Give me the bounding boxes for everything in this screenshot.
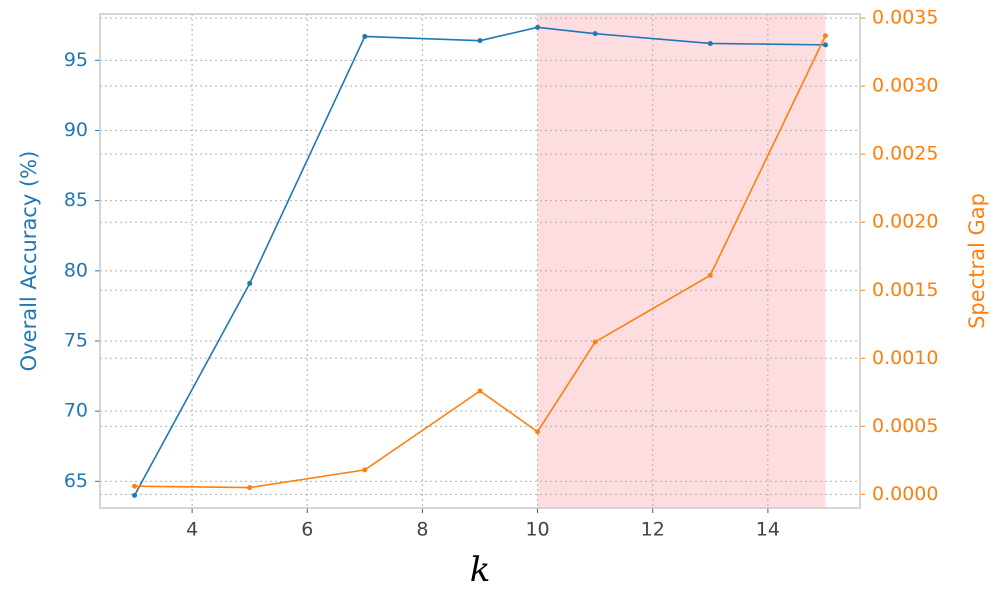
x-tick-label: 4 — [186, 519, 198, 541]
series-point — [535, 24, 541, 30]
y-tick-label: 70 — [64, 400, 88, 422]
y-axis-label: Overall Accuracy (%) — [17, 151, 41, 372]
y2-tick-label: 0.0005 — [872, 415, 938, 437]
y-tick-label: 95 — [64, 49, 88, 71]
series-point — [132, 492, 138, 498]
highlight-span — [537, 14, 826, 508]
y2-tick-label: 0.0015 — [872, 279, 938, 301]
series-point — [132, 483, 138, 489]
series-line — [133, 26, 826, 496]
y-tick-label: 75 — [64, 329, 88, 351]
y-tick-label: 85 — [64, 189, 88, 211]
y2-tick-label: 0.0030 — [872, 75, 938, 97]
y2-tick-label: 0.0035 — [872, 7, 938, 29]
series-point — [477, 388, 483, 394]
series-point — [247, 485, 253, 491]
y2-tick-label: 0.0010 — [872, 347, 938, 369]
series-point — [592, 339, 598, 345]
series-line — [134, 35, 827, 489]
y-tick-label: 80 — [64, 259, 88, 281]
plot-frame — [99, 13, 861, 509]
x-tick-label: 14 — [756, 519, 780, 541]
series-point — [477, 38, 483, 44]
y2-tick-label: 0.0000 — [872, 483, 938, 505]
y2-axis-label: Spectral Gap — [965, 193, 989, 329]
y2-tick-label: 0.0025 — [872, 143, 938, 165]
series-point — [362, 33, 368, 39]
series-point — [822, 33, 828, 39]
x-tick-label: 12 — [641, 519, 665, 541]
series-point — [707, 40, 713, 46]
series-point — [362, 467, 368, 473]
series-point — [822, 42, 828, 48]
series-point — [592, 31, 598, 37]
series-point — [247, 280, 253, 286]
x-tick-label: 10 — [525, 519, 549, 541]
x-tick-label: 8 — [416, 519, 428, 541]
series-point — [707, 272, 713, 278]
series-point — [535, 429, 541, 435]
y-tick-label: 65 — [64, 470, 88, 492]
x-tick-label: 6 — [301, 519, 313, 541]
y2-tick-label: 0.0020 — [872, 211, 938, 233]
y-tick-label: 90 — [64, 119, 88, 141]
x-axis-label: k — [470, 550, 491, 590]
